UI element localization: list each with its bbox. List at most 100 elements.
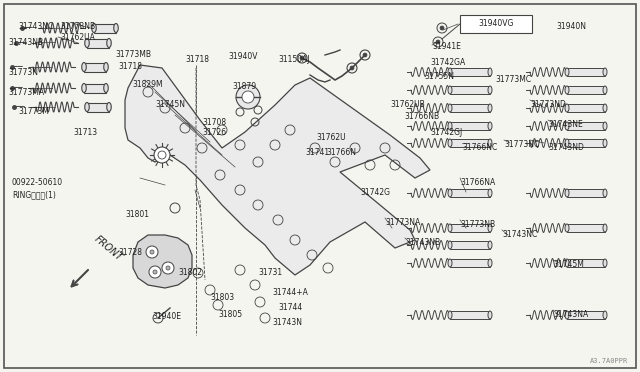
Text: 31766NB: 31766NB xyxy=(404,112,439,121)
Text: 31773MB: 31773MB xyxy=(115,50,151,59)
Ellipse shape xyxy=(603,86,607,94)
Ellipse shape xyxy=(114,23,118,32)
Ellipse shape xyxy=(603,259,607,267)
Ellipse shape xyxy=(488,241,492,249)
Ellipse shape xyxy=(104,83,108,93)
Ellipse shape xyxy=(565,259,569,267)
Ellipse shape xyxy=(565,311,569,319)
Bar xyxy=(450,139,490,147)
Ellipse shape xyxy=(488,311,492,319)
Circle shape xyxy=(166,266,170,270)
Ellipse shape xyxy=(107,38,111,48)
Bar xyxy=(567,68,605,76)
Text: 31940V: 31940V xyxy=(228,52,257,61)
Ellipse shape xyxy=(603,122,607,130)
Ellipse shape xyxy=(104,62,108,71)
Text: 31743N: 31743N xyxy=(272,318,302,327)
Text: 31708: 31708 xyxy=(202,118,226,127)
Text: 31755N: 31755N xyxy=(424,72,454,81)
Text: 31803: 31803 xyxy=(210,293,234,302)
Bar xyxy=(567,139,605,147)
Ellipse shape xyxy=(603,104,607,112)
Ellipse shape xyxy=(603,189,607,197)
Circle shape xyxy=(149,266,161,278)
Text: RINGリング(1): RINGリング(1) xyxy=(12,190,56,199)
Ellipse shape xyxy=(488,122,492,130)
Text: 31773MA: 31773MA xyxy=(8,88,44,97)
Text: 31766NC: 31766NC xyxy=(462,143,497,152)
Text: 31802: 31802 xyxy=(178,268,202,277)
Text: 31773N: 31773N xyxy=(8,68,38,77)
Bar xyxy=(84,62,106,71)
Ellipse shape xyxy=(448,259,452,267)
Text: 31743NE: 31743NE xyxy=(548,120,583,129)
Text: 31731: 31731 xyxy=(258,268,282,277)
Text: 31718: 31718 xyxy=(118,62,142,71)
Ellipse shape xyxy=(565,189,569,197)
Text: 31805: 31805 xyxy=(218,310,242,319)
Bar xyxy=(450,241,490,249)
Text: 31762U: 31762U xyxy=(316,133,346,142)
Circle shape xyxy=(154,147,170,163)
Ellipse shape xyxy=(603,139,607,147)
Text: 31726: 31726 xyxy=(202,128,226,137)
Circle shape xyxy=(363,53,367,57)
Text: 31743NC: 31743NC xyxy=(502,230,537,239)
Ellipse shape xyxy=(82,62,86,71)
Bar xyxy=(460,15,532,33)
Ellipse shape xyxy=(448,104,452,112)
Ellipse shape xyxy=(603,224,607,232)
Ellipse shape xyxy=(448,122,452,130)
Ellipse shape xyxy=(565,122,569,130)
Text: 31743NB: 31743NB xyxy=(8,38,43,47)
Bar xyxy=(450,104,490,112)
Ellipse shape xyxy=(448,68,452,76)
Ellipse shape xyxy=(565,68,569,76)
Ellipse shape xyxy=(448,189,452,197)
Ellipse shape xyxy=(84,38,89,48)
Bar xyxy=(450,259,490,267)
Text: 31728: 31728 xyxy=(118,248,142,257)
Ellipse shape xyxy=(488,86,492,94)
Polygon shape xyxy=(125,65,430,275)
Circle shape xyxy=(153,270,157,274)
Ellipse shape xyxy=(565,139,569,147)
Text: 31742G: 31742G xyxy=(360,188,390,197)
Text: 31879: 31879 xyxy=(232,82,256,91)
Bar xyxy=(94,23,116,32)
Bar xyxy=(567,259,605,267)
Ellipse shape xyxy=(565,224,569,232)
Ellipse shape xyxy=(488,104,492,112)
Ellipse shape xyxy=(488,139,492,147)
Text: 00922-50610: 00922-50610 xyxy=(12,178,63,187)
Text: 31150AJ: 31150AJ xyxy=(278,55,310,64)
Text: 31745M: 31745M xyxy=(553,260,584,269)
Text: 31940E: 31940E xyxy=(152,312,181,321)
Polygon shape xyxy=(133,235,192,288)
Circle shape xyxy=(146,246,158,258)
Text: 31773NB: 31773NB xyxy=(60,22,95,31)
Circle shape xyxy=(300,56,304,60)
Text: 31742GA: 31742GA xyxy=(430,58,465,67)
Text: A3.7A0PPR: A3.7A0PPR xyxy=(589,358,628,364)
Text: 31718: 31718 xyxy=(185,55,209,64)
Text: 31940N: 31940N xyxy=(556,22,586,31)
Bar xyxy=(87,38,109,48)
Bar xyxy=(87,103,109,112)
Circle shape xyxy=(150,250,154,254)
Text: 31773NB: 31773NB xyxy=(460,220,495,229)
Text: 31941E: 31941E xyxy=(432,42,461,51)
Ellipse shape xyxy=(448,224,452,232)
Circle shape xyxy=(162,262,174,274)
Text: FRONT: FRONT xyxy=(92,234,124,263)
Text: 31773MC: 31773MC xyxy=(495,75,531,84)
Ellipse shape xyxy=(84,103,89,112)
Circle shape xyxy=(236,85,260,109)
Text: 31762UA: 31762UA xyxy=(60,33,95,42)
Ellipse shape xyxy=(448,241,452,249)
Text: 31743ND: 31743ND xyxy=(548,143,584,152)
Text: 31829M: 31829M xyxy=(132,80,163,89)
Text: 31741: 31741 xyxy=(305,148,329,157)
Text: 31766NA: 31766NA xyxy=(460,178,495,187)
Ellipse shape xyxy=(603,311,607,319)
